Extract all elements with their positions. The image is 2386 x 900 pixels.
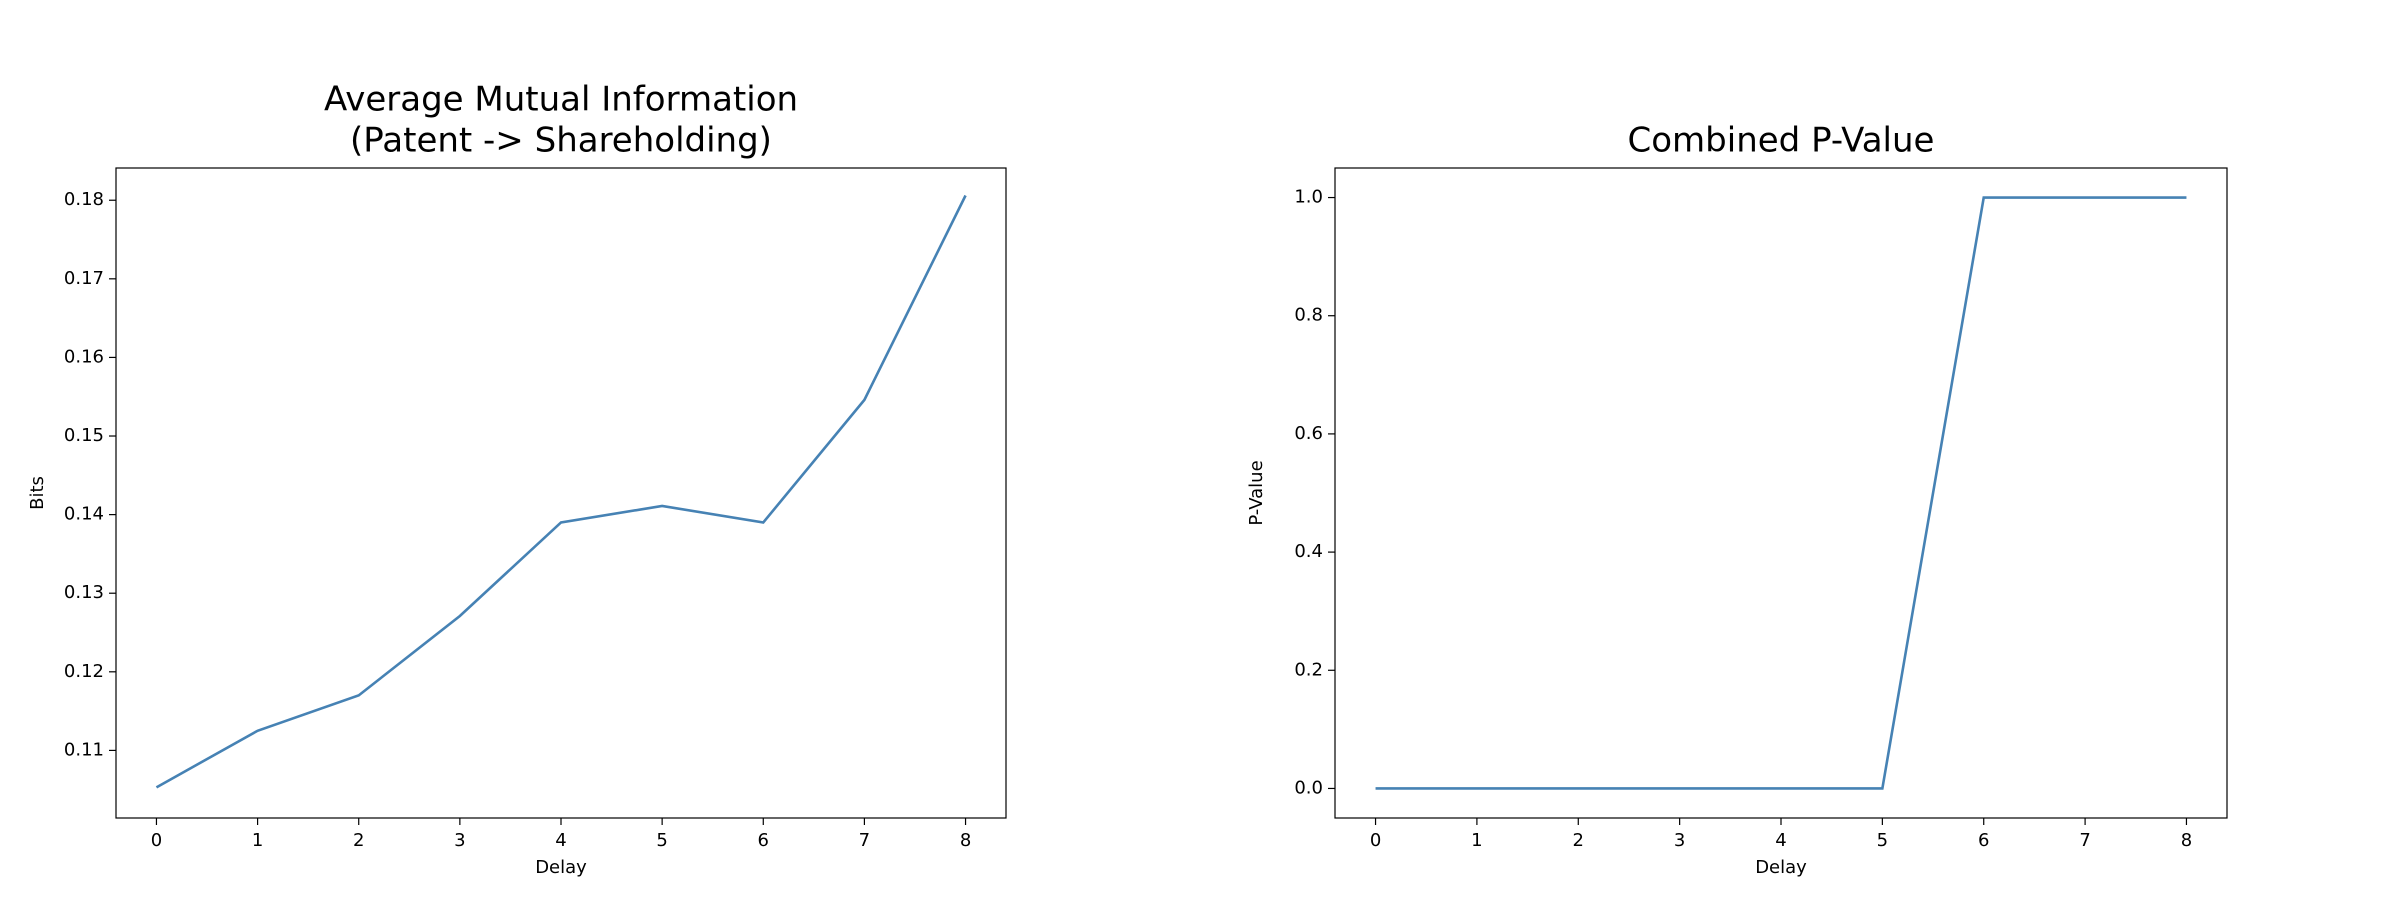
chart-title: Average Mutual Information: [324, 80, 798, 120]
y-tick-label: 0.15: [64, 425, 104, 446]
data-line: [1375, 196, 2187, 790]
x-tick-label: 0: [151, 830, 162, 851]
x-tick-label: 0: [1370, 830, 1381, 851]
x-tick-label: 7: [859, 830, 870, 851]
x-tick-label: 8: [2181, 830, 2192, 851]
y-tick-label: 0.16: [64, 346, 104, 367]
y-tick-label: 0.4: [1294, 541, 1323, 562]
y-tick-label: 0.13: [64, 582, 104, 603]
x-tick-label: 6: [1978, 830, 1989, 851]
y-tick-label: 0.14: [64, 504, 104, 525]
x-tick-label: 6: [758, 830, 769, 851]
x-tick-label: 7: [2079, 830, 2090, 851]
x-tick-label: 1: [252, 830, 263, 851]
x-tick-label: 4: [1775, 830, 1786, 851]
plot-frame: [115, 167, 1007, 819]
x-tick-label: 5: [1877, 830, 1888, 851]
x-tick-label: 1: [1471, 830, 1482, 851]
y-axis-label: Bits: [27, 476, 48, 510]
x-tick-label: 4: [555, 830, 566, 851]
y-tick-label: 0.18: [64, 189, 104, 210]
x-tick-label: 2: [1573, 830, 1584, 851]
y-tick-label: 0.8: [1294, 305, 1323, 326]
y-tick-label: 1.0: [1294, 187, 1323, 208]
y-tick-label: 0.11: [64, 739, 104, 760]
chart-title: (Patent -> Shareholding): [350, 121, 772, 161]
plot-frame: [1334, 167, 2228, 819]
data-line: [155, 194, 967, 789]
x-axis-label: Delay: [1755, 857, 1807, 878]
x-tick-label: 3: [454, 830, 465, 851]
x-tick-label: 5: [656, 830, 667, 851]
y-axis-label: P-Value: [1246, 460, 1267, 525]
x-axis-label: Delay: [535, 857, 587, 878]
y-tick-label: 0.17: [64, 268, 104, 289]
x-tick-label: 2: [353, 830, 364, 851]
y-tick-label: 0.2: [1294, 659, 1323, 680]
chart-title: Combined P-Value: [1628, 121, 1935, 161]
x-tick-label: 3: [1674, 830, 1685, 851]
y-tick-label: 0.6: [1294, 423, 1323, 444]
x-tick-label: 8: [960, 830, 971, 851]
y-tick-label: 0.0: [1294, 777, 1323, 798]
y-tick-label: 0.12: [64, 661, 104, 682]
